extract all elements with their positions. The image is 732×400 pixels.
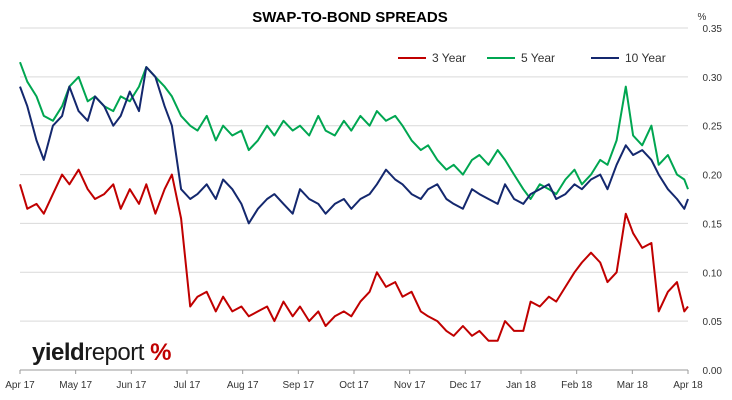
y-tick-label: 0.15: [703, 219, 723, 230]
series-line-10-year: [19, 66, 689, 225]
legend-label: 5 Year: [521, 51, 555, 65]
series-line-3-year: [19, 168, 689, 342]
y-tick-label: 0.35: [703, 24, 723, 35]
y-tick-label: 0.20: [703, 171, 723, 182]
yieldreport-logo: yieldreport %: [32, 339, 171, 367]
logo-percent-icon: %: [150, 339, 171, 366]
x-tick-label: Mar 18: [617, 380, 649, 391]
series-line-5-year: [19, 61, 689, 200]
legend: 3 Year 5 Year 10 Year: [398, 51, 666, 65]
x-tick-label: Apr 17: [5, 380, 35, 391]
y-tick-label: 0.10: [703, 268, 723, 279]
x-axis-ticks: Apr 17 May 17 Jun 17 Jul 17 Aug 17 Sep 17 Oct …: [5, 370, 703, 391]
y-tick-label: 0.30: [703, 73, 723, 84]
x-tick-label: Oct 17: [339, 380, 369, 391]
chart-title: SWAP-TO-BOND SPREADS: [252, 9, 448, 26]
gridlines: [20, 27, 688, 322]
x-tick-label: Feb 18: [561, 380, 593, 391]
y-tick-label: 0.05: [703, 317, 723, 328]
x-tick-label: Nov 17: [394, 380, 426, 391]
x-tick-label: Sep 17: [282, 380, 314, 391]
x-tick-label: Jan 18: [506, 380, 536, 391]
x-tick-label: Dec 17: [449, 380, 481, 391]
y-tick-label: 0.25: [703, 122, 723, 133]
x-tick-label: Aug 17: [227, 380, 259, 391]
y-axis-ticks: 0.00 0.05 0.10 0.15 0.20 0.25 0.30 0.35: [703, 24, 723, 377]
series-lines: [19, 61, 689, 342]
x-tick-label: May 17: [59, 380, 92, 391]
y-axis-unit: %: [698, 12, 707, 23]
x-tick-label: Jul 17: [174, 380, 201, 391]
y-tick-label: 0.00: [703, 366, 723, 377]
logo-word-report: report: [84, 339, 144, 366]
x-tick-label: Apr 18: [673, 380, 703, 391]
x-tick-label: Jun 17: [116, 380, 146, 391]
legend-label: 3 Year: [432, 51, 466, 65]
logo-word-yield: yield: [32, 339, 85, 366]
legend-label: 10 Year: [625, 51, 666, 65]
